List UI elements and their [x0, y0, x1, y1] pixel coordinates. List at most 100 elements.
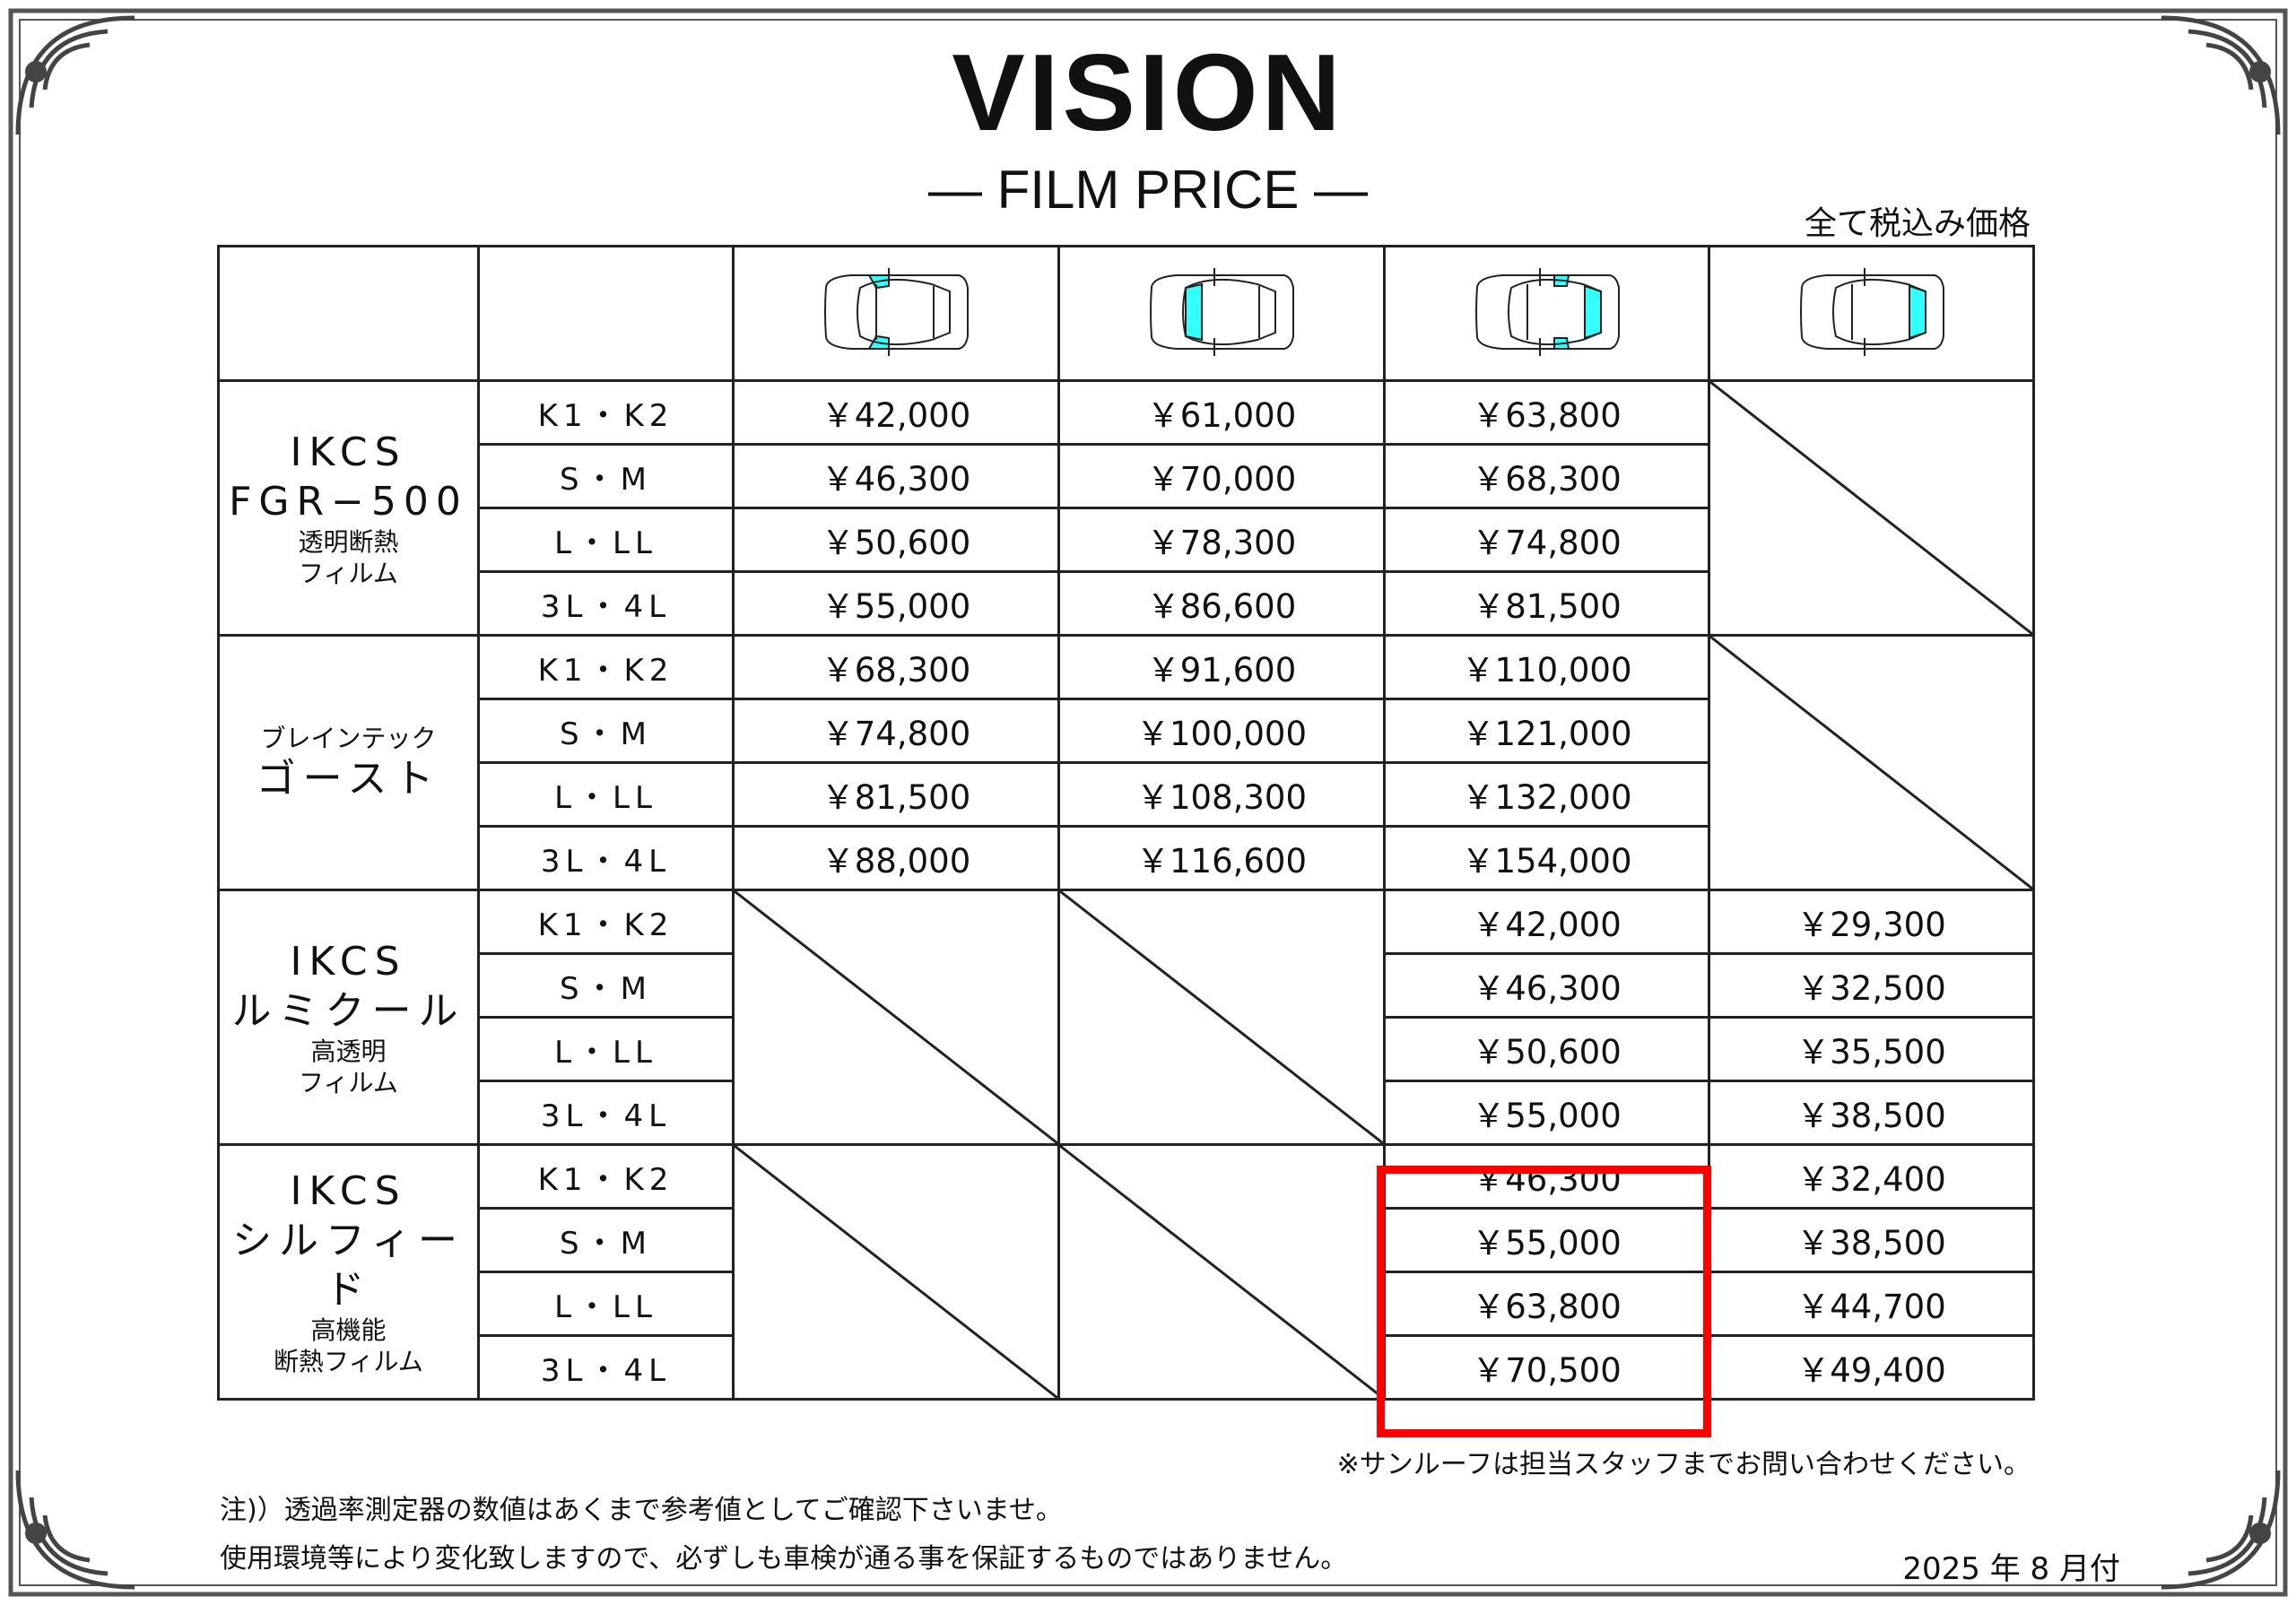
not-applicable-cell — [1057, 889, 1386, 1146]
product-title: IKCS — [290, 938, 407, 985]
table-row: S・M ￥55,000 ￥38,500 — [219, 1207, 2035, 1272]
price-cell: ￥70,000 — [1057, 443, 1386, 508]
size-label: S・M — [477, 1207, 735, 1272]
price-cell: ￥29,300 — [1708, 889, 2035, 954]
table-row: IKCS FGR−500 透明断熱 フィルム K1・K2 ￥42,000 ￥61,000 ￥6… — [217, 379, 2035, 637]
table-row: S・M ￥46,300 ￥70,000 ￥68,300 — [219, 443, 2034, 508]
product-description: 高機能 — [310, 1315, 387, 1345]
table-row: 3L・4L ￥88,000 ￥116,600 ￥154,000 — [219, 825, 2034, 891]
column-header — [1708, 245, 2035, 382]
table-row: ブレインテック ゴースト K1・K2 ￥68,300 ￥91,600 ￥110,000 — [217, 634, 2035, 891]
car-rear-side-and-rear-windows-icon — [1457, 267, 1637, 363]
not-applicable-cell — [1057, 1143, 1386, 1401]
price-cell: ￥38,500 — [1708, 1207, 2035, 1272]
product-name-cell: IKCS ルミクール 高透明 フィルム — [217, 889, 480, 1146]
price-cell: ￥68,300 — [732, 634, 1060, 699]
page-title: VISION — [952, 31, 1344, 153]
table-row: L・LL ￥81,500 ￥108,300 ￥132,000 — [219, 761, 2034, 827]
price-cell: ￥91,600 — [1057, 634, 1386, 699]
note-line-1: 注)）透過率測定器の数値はあくまで参考値としてご確認下さいませ。 — [220, 1495, 1063, 1526]
product-title: ルミクール — [231, 987, 465, 1034]
price-cell: ￥32,400 — [1708, 1143, 2035, 1209]
product-name-cell: ブレインテック ゴースト — [217, 634, 480, 891]
price-cell: ￥46,300 — [732, 443, 1060, 508]
not-applicable-cell — [732, 1143, 1060, 1401]
car-rear-window-icon — [1782, 267, 1961, 363]
price-cell: ￥132,000 — [1383, 761, 1710, 827]
table-row: L・LL ￥50,600 ￥78,300 ￥74,800 — [219, 507, 2034, 572]
price-cell: ￥46,300 — [1383, 952, 1710, 1018]
product-title: IKCS — [290, 1168, 407, 1214]
price-cell: ￥38,500 — [1708, 1080, 2035, 1146]
size-label: 3L・4L — [477, 1334, 735, 1401]
price-cell: ￥55,000 — [1383, 1080, 1710, 1146]
product-name-cell: IKCS FGR−500 透明断熱 フィルム — [217, 379, 480, 637]
table-row: L・LL ￥50,600 ￥35,500 — [219, 1016, 2035, 1081]
table-row: IKCS シルフィード 高機能 断熱フィルム K1・K2 ￥46,300 ￥32,400 — [217, 1143, 2035, 1401]
size-label: L・LL — [477, 507, 735, 572]
size-label: 3L・4L — [477, 825, 735, 891]
price-cell: ￥61,000 — [1057, 379, 1386, 445]
note-line-2: 使用環境等により変化致しますので、必ずしも車検が通る事を保証するものではありませ… — [220, 1543, 1348, 1575]
price-cell: ￥42,000 — [1383, 889, 1710, 954]
price-cell: ￥63,800 — [1383, 379, 1710, 445]
table-row: IKCS ルミクール 高透明 フィルム K1・K2 ￥42,000 ￥29,300 — [217, 889, 2035, 1146]
header-empty-cell — [217, 245, 480, 382]
sunroof-note: ※サンルーフは担当スタッフまでお問い合わせください。 — [1336, 1449, 2031, 1480]
issue-date: 2025 年 8 月付 — [1902, 1551, 2120, 1587]
size-label: K1・K2 — [477, 379, 735, 445]
not-applicable-cell — [732, 889, 1060, 1146]
price-cell: ￥81,500 — [1383, 570, 1710, 637]
price-cell: ￥74,800 — [732, 698, 1060, 763]
product-title: FGR−500 — [229, 478, 468, 525]
product-description: 断熱フィルム — [274, 1347, 423, 1376]
price-cell: ￥50,600 — [732, 507, 1060, 572]
size-label: K1・K2 — [477, 634, 735, 699]
product-name: IKCS FGR−500 透明断熱 フィルム — [220, 428, 477, 589]
product-name: IKCS シルフィード 高機能 断熱フィルム — [220, 1167, 477, 1377]
size-label: S・M — [477, 952, 735, 1018]
price-cell: ￥50,600 — [1383, 1016, 1710, 1081]
price-cell: ￥49,400 — [1708, 1334, 2035, 1401]
price-cell: ￥68,300 — [1383, 443, 1710, 508]
price-cell: ￥78,300 — [1057, 507, 1386, 572]
column-header — [732, 245, 1060, 382]
size-label: S・M — [477, 443, 735, 508]
product-description: 高透明 — [310, 1036, 387, 1066]
size-label: S・M — [477, 698, 735, 763]
product-brand: ブレインテック — [260, 723, 437, 753]
car-front-side-windows-icon — [806, 267, 986, 363]
table-row: 3L・4L ￥55,000 ￥38,500 — [219, 1080, 2035, 1146]
product-title: シルフィード — [231, 1218, 465, 1313]
size-label: K1・K2 — [477, 889, 735, 954]
not-applicable-cell — [1708, 634, 2035, 891]
price-cell: ￥32,500 — [1708, 952, 2035, 1018]
price-cell: ￥44,700 — [1708, 1271, 2035, 1336]
product-name: ブレインテック ゴースト — [220, 723, 477, 803]
car-windshield-icon — [1132, 267, 1311, 363]
table-row: 3L・4L ￥55,000 ￥86,600 ￥81,500 — [219, 570, 2034, 637]
table-row: S・M ￥74,800 ￥100,000 ￥121,000 — [219, 698, 2034, 763]
price-cell: ￥70,500 — [1383, 1334, 1710, 1401]
column-header — [1057, 245, 1386, 382]
table-row: L・LL ￥63,800 ￥44,700 — [219, 1271, 2035, 1336]
price-cell: ￥55,000 — [732, 570, 1060, 637]
price-cell: ￥121,000 — [1383, 698, 1710, 763]
product-name-cell: IKCS シルフィード 高機能 断熱フィルム — [217, 1143, 480, 1401]
product-description: 透明断熱 — [298, 526, 399, 557]
table-row: 3L・4L ￥70,500 ￥49,400 — [219, 1334, 2035, 1401]
header-row — [217, 245, 2035, 382]
size-label: L・LL — [477, 1271, 735, 1336]
header-empty-cell — [477, 245, 735, 382]
price-cell: ￥74,800 — [1383, 507, 1710, 572]
size-label: L・LL — [477, 1016, 735, 1081]
price-cell: ￥88,000 — [732, 825, 1060, 891]
product-description: フィルム — [299, 1067, 398, 1097]
price-cell: ￥63,800 — [1383, 1271, 1710, 1336]
product-description: フィルム — [299, 558, 398, 588]
tax-included-note: 全て税込み価格 — [1804, 205, 2031, 242]
size-label: K1・K2 — [477, 1143, 735, 1209]
product-title: ゴースト — [256, 755, 441, 802]
price-cell: ￥100,000 — [1057, 698, 1386, 763]
product-title: IKCS — [290, 429, 407, 475]
